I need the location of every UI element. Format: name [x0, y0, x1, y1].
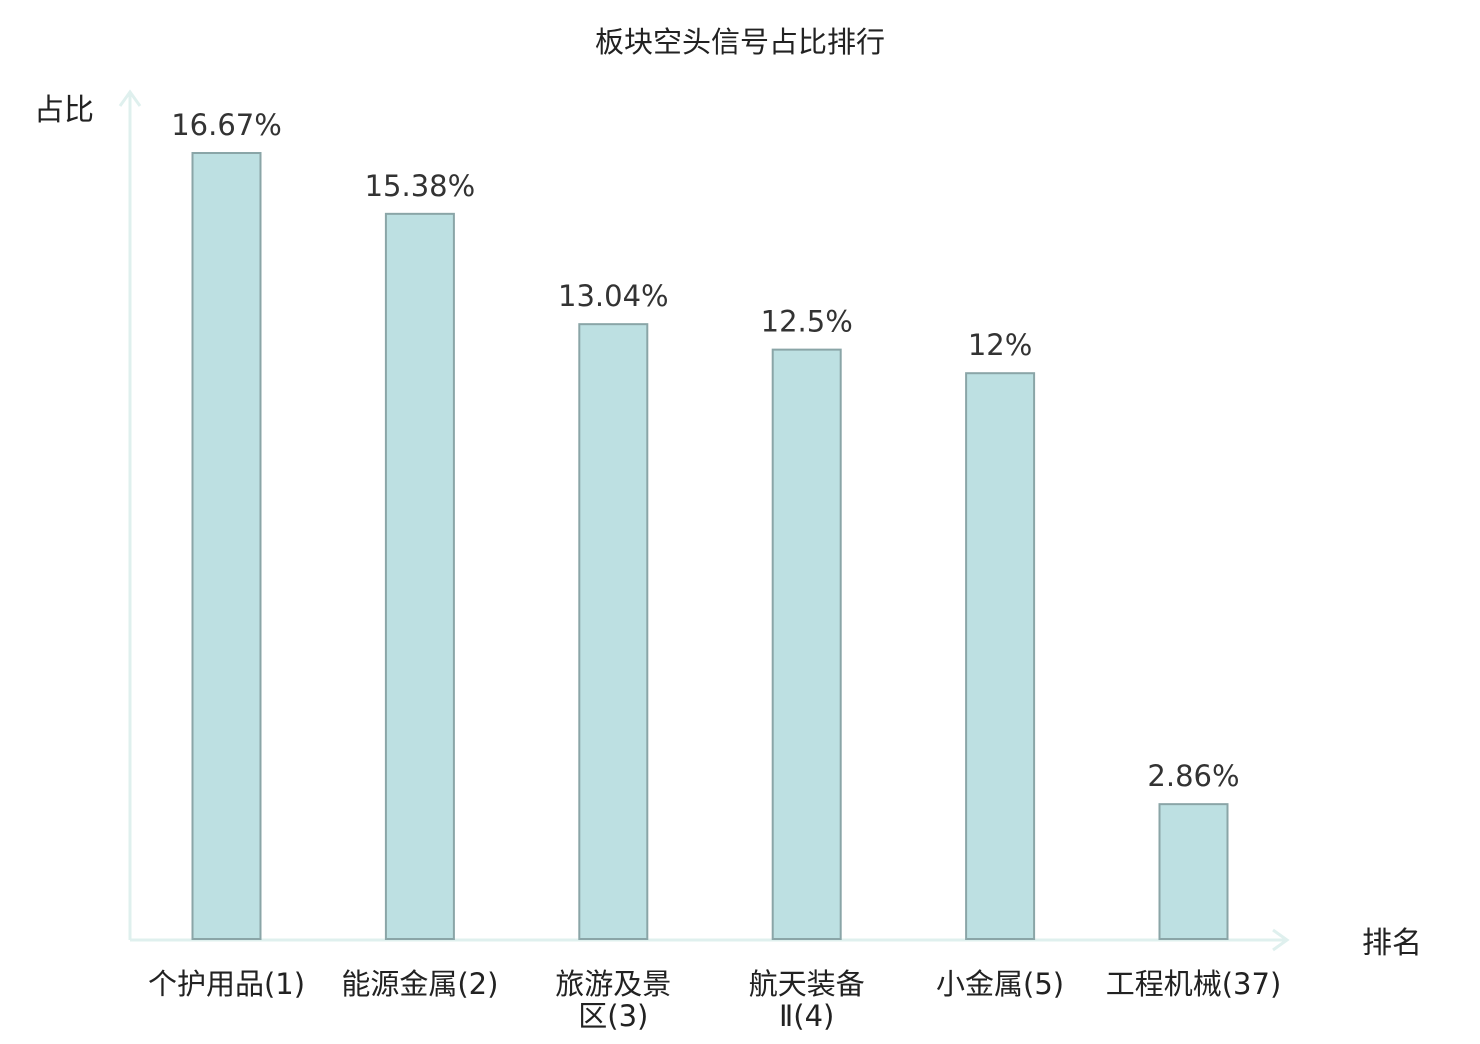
bar: [578, 323, 649, 940]
axes: 占比 排名: [34, 89, 1422, 961]
x-tick-label: 个护用品(1): [148, 967, 305, 1001]
y-axis-label: 占比: [34, 93, 94, 128]
bar-value-label: 2.86%: [1147, 759, 1239, 793]
x-tick-label: 工程机械(37): [1106, 967, 1282, 1001]
bar-value-label: 13.04%: [558, 279, 669, 313]
x-tick-label: 旅游及景: [555, 967, 671, 1001]
bar: [1158, 803, 1229, 940]
x-tick-label: Ⅱ(4): [779, 999, 834, 1033]
bar-series: [191, 152, 1229, 940]
bar: [191, 152, 262, 940]
bar: [965, 372, 1036, 940]
bar-value-label: 15.38%: [365, 169, 476, 203]
x-tick-label: 区(3): [578, 999, 648, 1033]
bar-value-label: 12%: [968, 328, 1032, 362]
chart-title: 板块空头信号占比排行: [595, 25, 885, 59]
value-labels: 16.67% 15.38% 13.04% 12.5% 12% 2.86%: [171, 108, 1239, 793]
x-axis-label: 排名: [1362, 926, 1422, 961]
x-tick-label: 能源金属(2): [341, 967, 498, 1001]
bar: [771, 348, 842, 940]
bar: [384, 212, 455, 940]
x-tick-label: 小金属(5): [936, 967, 1064, 1001]
bar-value-label: 12.5%: [761, 305, 853, 339]
x-tick-label: 航天装备: [749, 967, 865, 1001]
y-axis-arrow: [118, 89, 142, 107]
bar-value-label: 16.67%: [171, 108, 282, 142]
x-axis-arrow: [1272, 928, 1290, 952]
